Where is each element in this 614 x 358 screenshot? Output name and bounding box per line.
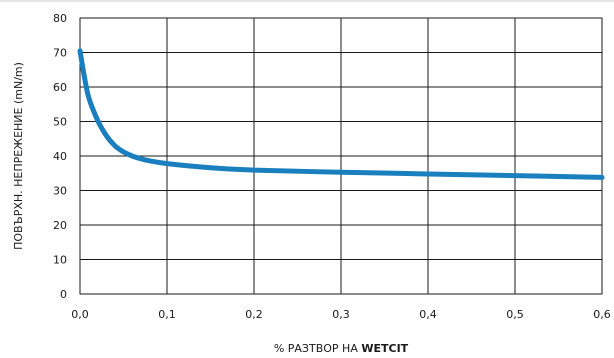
top-rule bbox=[0, 0, 614, 2]
y-tick-label: 50 bbox=[53, 116, 67, 129]
x-tick-label: 0,0 bbox=[71, 308, 89, 321]
y-axis-title: ПОВЪРХН. НЕПРЕЖЕНИЕ (mN/m) bbox=[12, 62, 25, 250]
y-tick-label: 70 bbox=[53, 47, 67, 60]
y-tick-label: 10 bbox=[53, 254, 67, 267]
surface-tension-curve bbox=[77, 48, 605, 180]
x-tick-label: 0,6 bbox=[593, 308, 611, 321]
plot-frame bbox=[79, 17, 603, 295]
x-axis-title-brand: WETCIT bbox=[361, 342, 408, 355]
x-tick-label: 0,5 bbox=[506, 308, 524, 321]
x-tick-label: 0,4 bbox=[419, 308, 437, 321]
x-tick-label: 0,3 bbox=[332, 308, 350, 321]
x-axis-title-text: % РАЗТВОР НА bbox=[274, 342, 362, 355]
x-tick-label: 0,2 bbox=[245, 308, 263, 321]
x-axis-title: % РАЗТВОР НА WETCIT bbox=[274, 342, 409, 355]
grid bbox=[79, 17, 603, 295]
y-tick-label: 40 bbox=[53, 150, 67, 163]
y-tick-label: 80 bbox=[53, 12, 67, 25]
y-tick-label: 60 bbox=[53, 81, 67, 94]
x-tick-label: 0,1 bbox=[158, 308, 176, 321]
y-tick-label: 20 bbox=[53, 219, 67, 232]
x-tick-labels: 0,0 0,1 0,2 0,3 0,4 0,5 0,6 bbox=[71, 308, 611, 321]
y-tick-label: 30 bbox=[53, 185, 67, 198]
y-tick-labels: 0 10 20 30 40 50 60 70 80 bbox=[53, 12, 67, 301]
y-tick-label: 0 bbox=[60, 288, 67, 301]
